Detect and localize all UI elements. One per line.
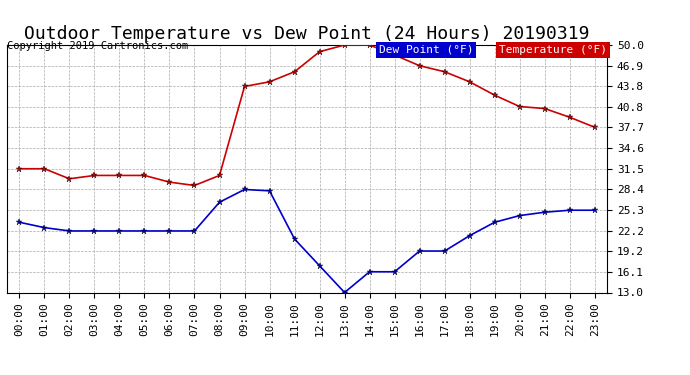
Text: Temperature (°F): Temperature (°F) bbox=[499, 45, 607, 55]
Text: Copyright 2019 Cartronics.com: Copyright 2019 Cartronics.com bbox=[7, 41, 188, 51]
Title: Outdoor Temperature vs Dew Point (24 Hours) 20190319: Outdoor Temperature vs Dew Point (24 Hou… bbox=[24, 26, 590, 44]
Text: Dew Point (°F): Dew Point (°F) bbox=[379, 45, 473, 55]
